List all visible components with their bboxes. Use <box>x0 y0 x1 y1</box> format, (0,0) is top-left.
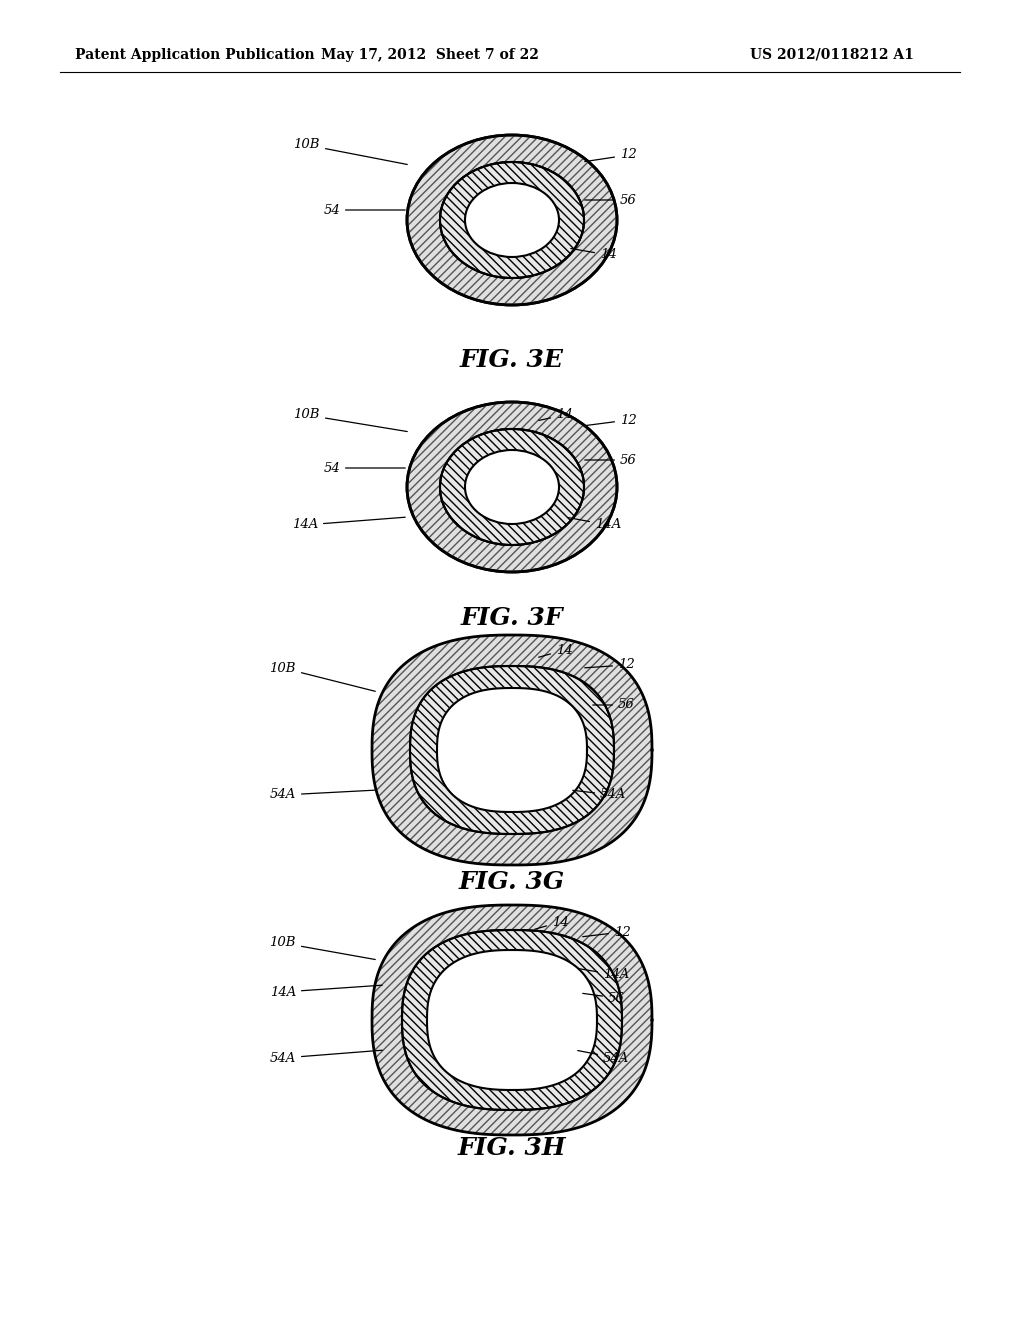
Text: 10B: 10B <box>269 661 376 692</box>
Text: 14: 14 <box>535 916 568 929</box>
Text: 12: 12 <box>583 925 631 939</box>
Polygon shape <box>427 950 597 1090</box>
Ellipse shape <box>465 450 559 524</box>
Polygon shape <box>372 635 652 865</box>
Text: 56: 56 <box>585 454 637 466</box>
Text: 14: 14 <box>570 248 616 261</box>
Text: 56: 56 <box>583 991 625 1005</box>
Text: 12: 12 <box>585 413 637 426</box>
Ellipse shape <box>440 162 584 279</box>
Text: May 17, 2012  Sheet 7 of 22: May 17, 2012 Sheet 7 of 22 <box>322 48 539 62</box>
Text: 14A: 14A <box>292 517 406 532</box>
Ellipse shape <box>407 135 617 305</box>
Ellipse shape <box>407 403 617 572</box>
Ellipse shape <box>440 162 584 279</box>
Polygon shape <box>372 906 652 1135</box>
Text: FIG. 3E: FIG. 3E <box>460 348 564 372</box>
Text: 14: 14 <box>539 644 572 657</box>
Polygon shape <box>402 931 622 1110</box>
Ellipse shape <box>440 429 584 545</box>
Text: 14A: 14A <box>269 985 382 998</box>
Ellipse shape <box>465 183 559 257</box>
Text: 14A: 14A <box>567 517 622 532</box>
Text: US 2012/0118212 A1: US 2012/0118212 A1 <box>750 48 913 62</box>
Polygon shape <box>437 688 587 812</box>
Text: 12: 12 <box>585 149 637 161</box>
Text: 14: 14 <box>539 408 572 421</box>
Text: Patent Application Publication: Patent Application Publication <box>75 48 314 62</box>
Text: 54A: 54A <box>572 788 627 801</box>
Text: FIG. 3F: FIG. 3F <box>461 606 563 630</box>
Ellipse shape <box>440 429 584 545</box>
Text: 54A: 54A <box>269 788 375 801</box>
Text: 10B: 10B <box>269 936 375 960</box>
Text: 56: 56 <box>593 698 635 711</box>
Text: 10B: 10B <box>294 408 408 432</box>
Polygon shape <box>410 667 614 834</box>
Text: 54A: 54A <box>269 1051 382 1064</box>
Text: 56: 56 <box>585 194 637 206</box>
Polygon shape <box>402 931 622 1110</box>
Text: 12: 12 <box>585 659 635 672</box>
Text: 14A: 14A <box>578 969 630 982</box>
Text: FIG. 3G: FIG. 3G <box>459 870 565 894</box>
Text: 54A: 54A <box>578 1051 630 1064</box>
Polygon shape <box>410 667 614 834</box>
Text: 54: 54 <box>324 203 406 216</box>
Text: 54: 54 <box>324 462 406 474</box>
Text: FIG. 3H: FIG. 3H <box>458 1137 566 1160</box>
Text: 10B: 10B <box>294 139 408 165</box>
